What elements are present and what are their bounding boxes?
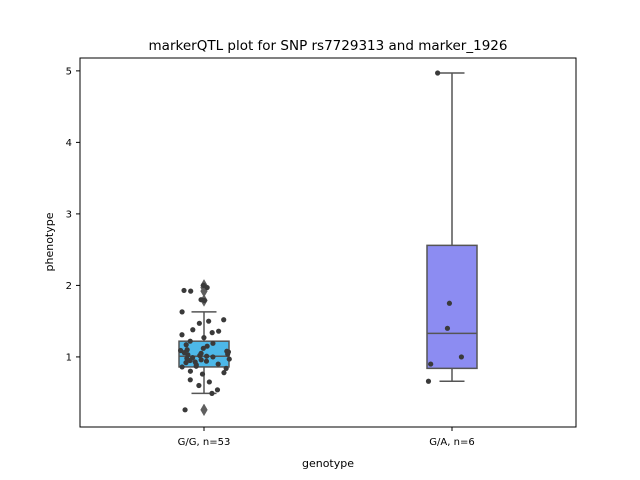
strip-points xyxy=(178,282,232,413)
data-point xyxy=(187,368,194,374)
data-point xyxy=(182,407,188,413)
data-point xyxy=(181,287,187,294)
x-tick-label: G/A, n=6 xyxy=(429,437,474,448)
data-point xyxy=(201,297,207,304)
data-point xyxy=(199,371,206,377)
y-axis: 1 2 3 4 5 xyxy=(66,66,80,363)
data-point xyxy=(179,364,185,370)
x-axis-label: genotype xyxy=(302,457,354,470)
data-point xyxy=(179,309,185,315)
data-point xyxy=(188,288,194,294)
data-point xyxy=(198,357,204,363)
chart-title: markerQTL plot for SNP rs7729313 and mar… xyxy=(149,38,508,54)
y-tick-label: 2 xyxy=(66,281,72,292)
y-tick-label: 1 xyxy=(66,352,72,363)
data-point xyxy=(196,382,202,389)
data-point xyxy=(428,361,434,367)
data-point xyxy=(209,330,215,336)
data-point xyxy=(446,300,453,306)
data-point xyxy=(226,356,232,362)
data-point xyxy=(223,365,229,371)
data-point xyxy=(221,370,227,376)
data-point xyxy=(201,335,207,341)
data-point xyxy=(193,363,199,369)
data-point xyxy=(206,318,212,324)
data-point xyxy=(458,354,465,360)
data-point xyxy=(183,342,189,348)
axes-frame xyxy=(79,57,577,428)
x-axis: G/G, n=53 G/A, n=6 xyxy=(178,427,475,448)
box-group xyxy=(426,72,478,382)
data-point xyxy=(216,328,222,334)
strip-points xyxy=(425,70,465,384)
y-tick-label: 5 xyxy=(66,66,72,77)
box-iqr xyxy=(426,244,478,370)
y-axis-label: phenotype xyxy=(43,212,56,271)
x-tick-label: G/G, n=53 xyxy=(178,437,231,448)
data-point xyxy=(190,327,196,333)
data-point xyxy=(210,354,216,360)
data-point xyxy=(214,387,221,393)
data-point xyxy=(187,357,193,364)
data-point xyxy=(187,377,193,383)
y-tick-label: 4 xyxy=(66,138,72,149)
data-point xyxy=(425,378,432,384)
data-point xyxy=(187,338,193,344)
outlier-marker xyxy=(200,403,208,417)
data-point xyxy=(210,340,216,346)
data-point xyxy=(204,343,210,349)
data-point xyxy=(221,317,227,323)
data-point xyxy=(206,379,212,385)
data-point xyxy=(203,358,210,364)
data-point xyxy=(196,320,202,326)
data-point xyxy=(209,390,215,396)
data-point xyxy=(179,332,185,338)
data-point xyxy=(225,351,231,357)
y-tick-label: 3 xyxy=(66,209,72,220)
data-point xyxy=(197,352,203,359)
data-point xyxy=(183,360,189,366)
plot-area xyxy=(178,70,478,417)
data-point xyxy=(435,70,441,76)
data-point xyxy=(200,345,206,351)
data-point xyxy=(204,353,210,359)
data-point xyxy=(204,284,210,291)
data-point xyxy=(444,325,451,331)
data-point xyxy=(215,361,221,367)
